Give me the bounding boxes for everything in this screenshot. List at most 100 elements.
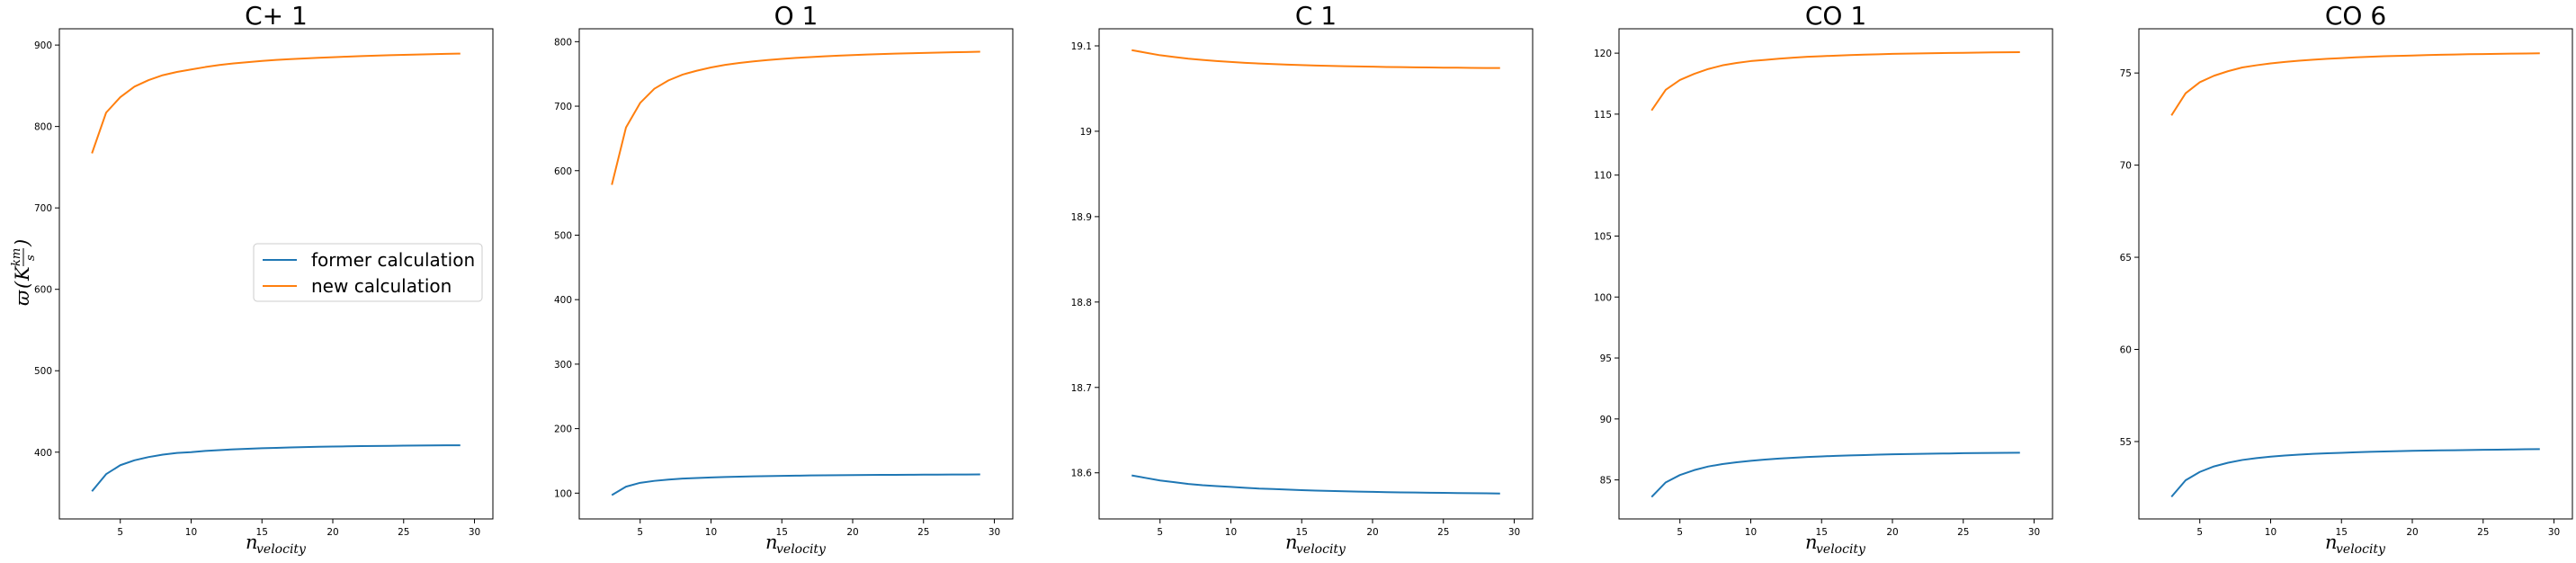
- y-tick-label: 110: [1594, 171, 1612, 182]
- series-line-former: [1131, 474, 1500, 495]
- x-tick-label: 30: [2028, 527, 2040, 538]
- x-tick-label: 30: [1508, 527, 1520, 538]
- panel-2: 5 10 15 20 25 30 100 200 300 400 500 600 700 800 O 1 nv…: [554, 1, 1014, 557]
- y-axis-label-paren-close: ): [12, 239, 33, 247]
- x-tick-label: 25: [1437, 527, 1449, 538]
- panel-3: 5 10 15 20 25 30 18.6 18.7 18.8 18.9 19 19.1 C 1 nvel…: [1071, 1, 1534, 557]
- x-axis-label-main: n: [1805, 532, 1818, 553]
- y-tick-label: 70: [2120, 161, 2132, 172]
- panel-title: O 1: [774, 1, 818, 31]
- y-tick-label: 400: [34, 448, 52, 459]
- x-tick-label: 25: [2477, 527, 2489, 538]
- x-tick-label: 5: [117, 527, 123, 538]
- y-axis-label-unit-denominator: s: [24, 255, 38, 261]
- y-tick-label: 60: [2120, 345, 2132, 356]
- y-tick-label: 900: [34, 40, 52, 51]
- series-line-new: [611, 50, 980, 185]
- x-tick-label: 25: [917, 527, 929, 538]
- x-tick-label: 25: [1957, 527, 1969, 538]
- y-tick-label: 600: [34, 285, 52, 296]
- x-tick-label: 5: [1677, 527, 1683, 538]
- series-line-new: [91, 52, 461, 154]
- legend-label-new: new calculation: [311, 275, 452, 297]
- y-tick-label: 300: [554, 360, 572, 371]
- y-tick-label: 500: [554, 230, 572, 241]
- y-tick-label: 120: [1594, 49, 1612, 59]
- y-tick-label: 65: [2120, 253, 2132, 264]
- x-tick-label: 20: [846, 527, 858, 538]
- x-tick-label: 30: [2548, 527, 2560, 538]
- series-line-former: [611, 473, 980, 496]
- legend-box: [253, 243, 483, 302]
- y-tick-label: 18.9: [1071, 212, 1092, 223]
- y-axis-label: ϖ ( K km s ): [10, 239, 38, 306]
- y-tick-label: 18.6: [1071, 469, 1093, 479]
- x-tick-label: 15: [776, 527, 788, 538]
- y-tick-label: 200: [554, 424, 572, 435]
- x-tick-label: 5: [637, 527, 643, 538]
- x-tick-label: 5: [1157, 527, 1163, 538]
- y-tick-label: 600: [554, 166, 572, 177]
- x-tick-label: 20: [1886, 527, 1898, 538]
- y-tick-label: 105: [1594, 231, 1612, 242]
- y-tick-label: 100: [1594, 292, 1612, 303]
- y-tick-label: 700: [554, 102, 572, 112]
- x-tick-label: 15: [2336, 527, 2348, 538]
- x-tick-label: 30: [988, 527, 1000, 538]
- x-tick-label: 10: [1745, 527, 1757, 538]
- x-axis-label-main: n: [2325, 532, 2338, 553]
- y-axis-label-unit-numerator: km: [10, 248, 23, 266]
- panel-title: CO 1: [1805, 1, 1866, 31]
- x-axis-label-main: n: [246, 532, 258, 553]
- y-tick-label: 800: [34, 122, 52, 133]
- panel-4: 5 10 15 20 25 30 85 90 95 100 105 110 115 120 CO 1 nvel…: [1594, 1, 2053, 557]
- y-tick-label: 18.7: [1071, 383, 1092, 394]
- plot-frame: [578, 28, 1014, 520]
- x-tick-label: 15: [256, 527, 268, 538]
- series-line-former: [1650, 451, 2020, 498]
- y-tick-label: 19: [1080, 127, 1092, 138]
- y-tick-label: 115: [1594, 110, 1612, 121]
- x-tick-label: 10: [705, 527, 717, 538]
- x-axis-label-main: n: [1285, 532, 1298, 553]
- series-line-former: [2170, 448, 2540, 498]
- y-tick-label: 18.8: [1071, 298, 1092, 308]
- x-tick-label: 15: [1816, 527, 1828, 538]
- y-axis-label-paren-open: (: [12, 281, 33, 289]
- x-axis-label-subscript: velocity: [2336, 542, 2386, 557]
- y-tick-label: 700: [34, 203, 52, 214]
- y-tick-label: 400: [554, 295, 572, 306]
- x-tick-label: 15: [1296, 527, 1308, 538]
- y-tick-label: 85: [1600, 476, 1612, 487]
- panel-title: CO 6: [2325, 1, 2386, 31]
- y-axis-label-unit: K: [12, 265, 33, 282]
- x-tick-label: 30: [469, 527, 480, 538]
- plot-frame: [58, 28, 494, 520]
- series-line-new: [2170, 52, 2540, 116]
- y-tick-label: 95: [1600, 353, 1612, 364]
- x-tick-label: 10: [185, 527, 197, 538]
- x-axis-label-subscript: velocity: [1296, 542, 1346, 557]
- x-axis-label-subscript: velocity: [776, 542, 827, 557]
- panel-1: 5 10 15 20 25 30 400 500 600 700 800 900 C+ 1 nveloci…: [34, 1, 494, 557]
- series-line-former: [91, 444, 461, 492]
- x-tick-label: 10: [2265, 527, 2276, 538]
- y-tick-label: 500: [34, 366, 52, 377]
- y-tick-label: 75: [2120, 68, 2132, 79]
- plot-frame: [2138, 28, 2573, 520]
- y-tick-label: 19.1: [1071, 41, 1092, 52]
- x-tick-label: 25: [398, 527, 409, 538]
- legend: former calculation new calculation: [253, 243, 483, 302]
- x-tick-label: 5: [2196, 527, 2203, 538]
- x-axis-label-main: n: [765, 532, 778, 553]
- x-axis-label-subscript: velocity: [256, 542, 307, 557]
- y-tick-label: 100: [554, 488, 572, 499]
- x-tick-label: 20: [326, 527, 338, 538]
- series-line-new: [1650, 51, 2020, 112]
- y-axis-label-symbol: ϖ: [12, 290, 33, 306]
- plot-frame: [1618, 28, 2053, 520]
- x-tick-label: 20: [2406, 527, 2418, 538]
- x-tick-label: 20: [1366, 527, 1378, 538]
